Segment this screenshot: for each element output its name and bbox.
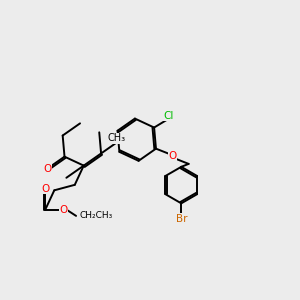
Text: CH₃: CH₃: [108, 133, 126, 143]
Text: O: O: [168, 151, 176, 161]
Text: O: O: [44, 164, 52, 174]
Text: Br: Br: [176, 214, 187, 224]
Text: CH₂CH₃: CH₂CH₃: [79, 212, 112, 220]
Text: O: O: [59, 205, 68, 214]
Text: Cl: Cl: [164, 111, 174, 121]
Text: O: O: [41, 184, 50, 194]
